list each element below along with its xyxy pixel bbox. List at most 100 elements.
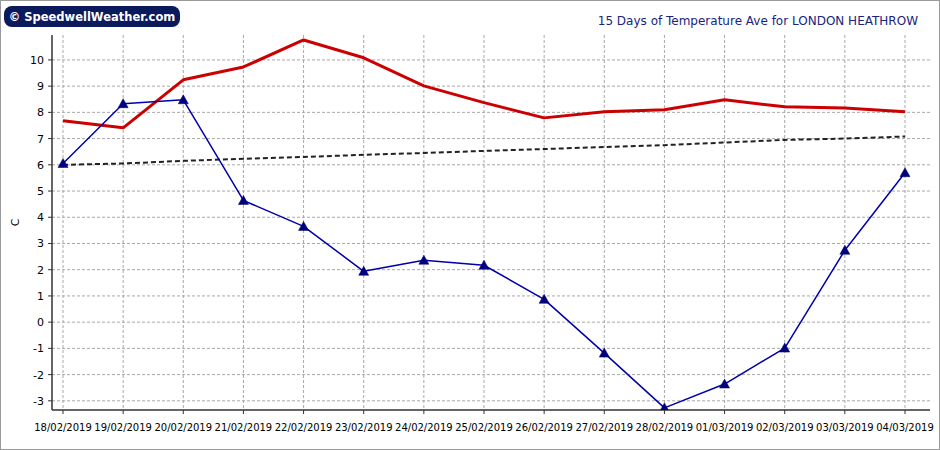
marker [419, 255, 429, 264]
x-tick [724, 410, 725, 414]
x-tick [243, 410, 244, 414]
y-tick [48, 86, 52, 87]
marker [178, 95, 188, 104]
y-tick-label: -2 [33, 369, 44, 382]
marker [539, 294, 549, 303]
y-tick [48, 295, 52, 296]
y-tick [48, 191, 52, 192]
x-tick [303, 410, 304, 414]
y-tick [48, 138, 52, 139]
marker [720, 379, 730, 388]
y-axis-line [51, 35, 53, 410]
marker [900, 168, 910, 177]
y-tick [48, 243, 52, 244]
x-tick-label: 28/02/2019 [636, 422, 694, 433]
x-tick-label: 01/03/2019 [696, 422, 754, 433]
x-tick-label: 18/02/2019 [34, 422, 92, 433]
title: 15 Days of Temperature Ave for LONDON HE… [598, 14, 918, 28]
marker [299, 221, 309, 230]
y-grid-line [52, 348, 930, 349]
y-tick-label: 2 [37, 264, 44, 277]
series-line [63, 136, 905, 164]
series-line [63, 40, 905, 128]
y-tick-label: -1 [33, 342, 44, 355]
x-tick [183, 410, 184, 414]
annotation: © SpeedwellWeather.com [9, 10, 176, 24]
y-tick [48, 269, 52, 270]
x-tick-label: 20/02/2019 [154, 422, 212, 433]
x-tick [844, 410, 845, 414]
y-tick [48, 59, 52, 60]
x-tick-label: 19/02/2019 [94, 422, 152, 433]
x-tick-label: 24/02/2019 [395, 422, 453, 433]
y-tick [48, 217, 52, 218]
x-tick [484, 410, 485, 414]
x-tick-label: 21/02/2019 [215, 422, 273, 433]
plot-area [58, 40, 910, 410]
y-tick-label: 6 [37, 159, 44, 172]
series-line [63, 100, 905, 408]
x-tick-label: 25/02/2019 [455, 422, 513, 433]
y-tick-label: 10 [30, 54, 44, 67]
x-grid-line [423, 35, 424, 410]
y-grid-line [52, 374, 930, 375]
marker [659, 403, 669, 410]
x-grid-line [123, 35, 124, 410]
x-grid-line [784, 35, 785, 410]
x-tick-label: 04/03/2019 [876, 422, 934, 433]
x-tick-label: 03/03/2019 [816, 422, 874, 433]
x-tick [363, 410, 364, 414]
y-tick [48, 112, 52, 113]
x-grid-line [183, 35, 184, 410]
x-tick-label: 22/02/2019 [275, 422, 333, 433]
x-grid-line [844, 35, 845, 410]
x-tick-label: 02/03/2019 [756, 422, 814, 433]
y-tick-label: -3 [33, 395, 44, 408]
x-tick [423, 410, 424, 414]
y-tick-label: 9 [37, 80, 44, 93]
x-tick [905, 410, 906, 414]
marker [599, 348, 609, 357]
marker [780, 343, 790, 352]
x-tick [544, 410, 545, 414]
x-tick-label: 23/02/2019 [335, 422, 393, 433]
x-tick [664, 410, 665, 414]
background [1, 1, 940, 450]
marker [359, 266, 369, 275]
y-tick [48, 348, 52, 349]
y-tick-label: 8 [37, 106, 44, 119]
x-tick-label: 26/02/2019 [515, 422, 573, 433]
marker [238, 195, 248, 204]
y-tick [48, 322, 52, 323]
y-tick-label: 4 [37, 211, 44, 224]
x-grid-line [243, 35, 244, 410]
y-tick [48, 164, 52, 165]
y-tick-label: 0 [37, 316, 44, 329]
x-tick-label: 27/02/2019 [575, 422, 633, 433]
chart: -3 -2 -1 0 1 2 3 4 5 6 7 8 9 10 18/02/201919/02/201920… [0, 0, 940, 450]
x-grid-line [724, 35, 725, 410]
y-tick-label: 3 [37, 237, 44, 250]
x-tick [784, 410, 785, 414]
x-grid-line [484, 35, 485, 410]
y-tick [48, 400, 52, 401]
y-axis-label: C [9, 218, 22, 226]
x-grid-line [63, 35, 64, 410]
marker [840, 245, 850, 254]
y-tick-label: 5 [37, 185, 44, 198]
y-tick [48, 374, 52, 375]
y-grid-line [52, 243, 930, 244]
x-grid-line [905, 35, 906, 410]
x-tick [63, 410, 64, 414]
x-grid-line [544, 35, 545, 410]
y-grid-line [52, 138, 930, 139]
marker [58, 158, 68, 167]
y-tick-label: 7 [37, 133, 44, 146]
x-tick [604, 410, 605, 414]
marker [479, 260, 489, 269]
y-tick-label: 1 [37, 290, 44, 303]
badge [4, 6, 180, 27]
x-grid-line [664, 35, 665, 410]
x-tick [123, 410, 124, 414]
x-grid-line [363, 35, 364, 410]
